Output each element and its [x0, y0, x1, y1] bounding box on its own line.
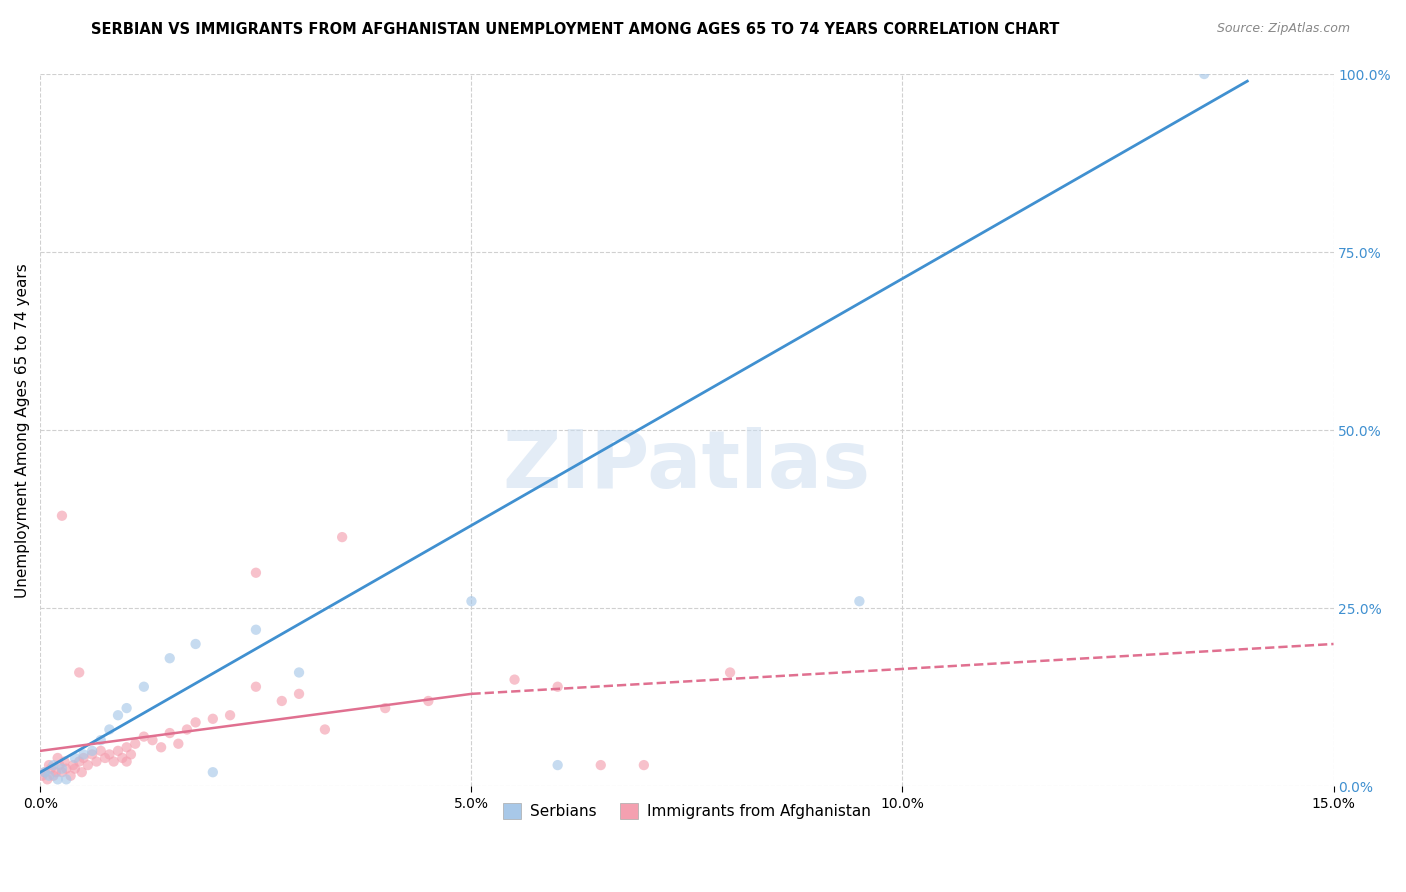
Point	[107, 708, 129, 723]
Point	[159, 726, 181, 740]
Point	[314, 723, 336, 737]
Point	[503, 673, 526, 687]
Point	[633, 758, 655, 772]
Point	[150, 740, 173, 755]
Point	[120, 747, 142, 762]
Point	[288, 665, 311, 680]
Point	[718, 665, 741, 680]
Point	[94, 751, 117, 765]
Point	[167, 737, 190, 751]
Point	[62, 758, 84, 772]
Point	[31, 769, 53, 783]
Point	[219, 708, 242, 723]
Point	[589, 758, 612, 772]
Point	[98, 723, 121, 737]
Text: Source: ZipAtlas.com: Source: ZipAtlas.com	[1216, 22, 1350, 36]
Point	[39, 762, 62, 776]
Point	[141, 733, 163, 747]
Point	[184, 715, 207, 730]
Point	[48, 758, 70, 772]
Point	[176, 723, 198, 737]
Point	[63, 751, 86, 765]
Point	[547, 680, 569, 694]
Point	[59, 769, 82, 783]
Point	[82, 744, 104, 758]
Point	[55, 772, 77, 787]
Point	[90, 733, 112, 747]
Y-axis label: Unemployment Among Ages 65 to 74 years: Unemployment Among Ages 65 to 74 years	[15, 263, 30, 598]
Point	[159, 651, 181, 665]
Point	[547, 758, 569, 772]
Point	[90, 744, 112, 758]
Point	[45, 765, 67, 780]
Point	[38, 769, 60, 783]
Point	[38, 758, 60, 772]
Point	[70, 765, 93, 780]
Point	[37, 772, 59, 787]
Point	[184, 637, 207, 651]
Point	[245, 680, 267, 694]
Point	[115, 755, 138, 769]
Point	[63, 762, 86, 776]
Point	[270, 694, 292, 708]
Point	[72, 751, 94, 765]
Point	[132, 680, 155, 694]
Point	[848, 594, 870, 608]
Point	[98, 747, 121, 762]
Point	[51, 762, 73, 776]
Point	[103, 755, 125, 769]
Point	[374, 701, 396, 715]
Point	[67, 755, 90, 769]
Point	[34, 765, 56, 780]
Point	[245, 566, 267, 580]
Point	[86, 755, 108, 769]
Point	[288, 687, 311, 701]
Point	[132, 730, 155, 744]
Legend: Serbians, Immigrants from Afghanistan: Serbians, Immigrants from Afghanistan	[496, 797, 877, 825]
Point	[46, 772, 69, 787]
Point	[76, 758, 98, 772]
Point	[42, 758, 65, 772]
Point	[82, 747, 104, 762]
Point	[34, 765, 56, 780]
Point	[42, 769, 65, 783]
Point	[124, 737, 146, 751]
Point	[418, 694, 440, 708]
Point	[72, 747, 94, 762]
Point	[51, 508, 73, 523]
Point	[201, 765, 224, 780]
Text: ZIPatlas: ZIPatlas	[503, 427, 872, 505]
Point	[1192, 67, 1215, 81]
Point	[53, 755, 76, 769]
Point	[201, 712, 224, 726]
Point	[111, 751, 134, 765]
Point	[46, 751, 69, 765]
Point	[115, 701, 138, 715]
Point	[51, 765, 73, 780]
Point	[107, 744, 129, 758]
Point	[330, 530, 353, 544]
Point	[460, 594, 482, 608]
Point	[245, 623, 267, 637]
Point	[55, 762, 77, 776]
Point	[115, 740, 138, 755]
Text: SERBIAN VS IMMIGRANTS FROM AFGHANISTAN UNEMPLOYMENT AMONG AGES 65 TO 74 YEARS CO: SERBIAN VS IMMIGRANTS FROM AFGHANISTAN U…	[91, 22, 1060, 37]
Point	[67, 665, 90, 680]
